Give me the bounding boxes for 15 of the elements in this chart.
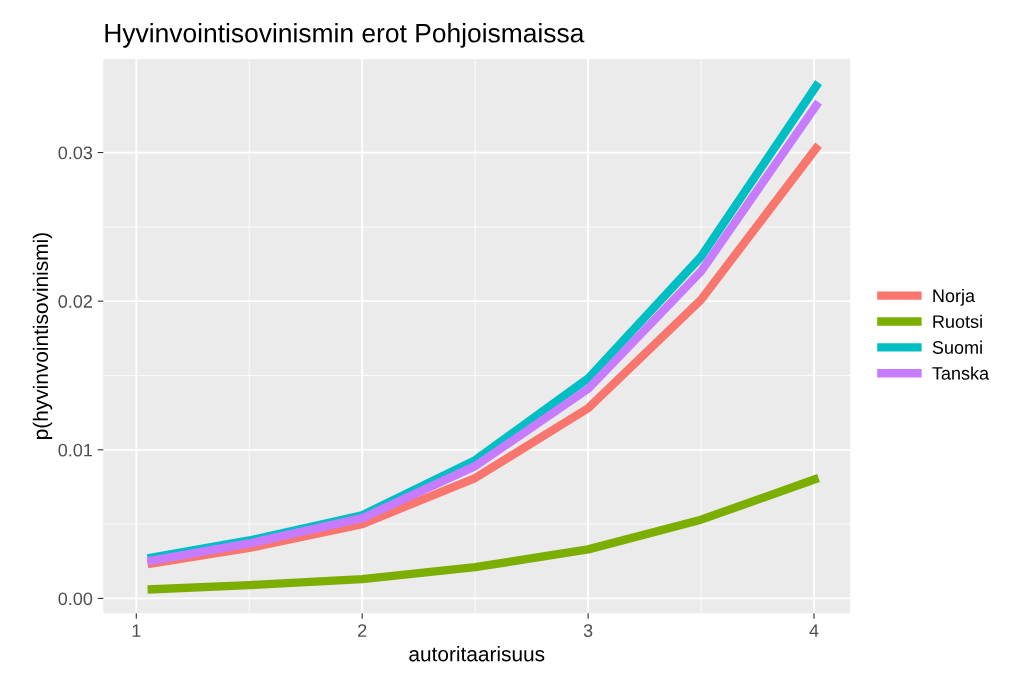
x-tick-label: 3: [583, 624, 593, 637]
x-tick-label: 2: [358, 624, 367, 637]
x-axis-title: autoritaarisuus: [409, 646, 545, 662]
y-axis-title: p(hyvinvointisovinismi): [32, 233, 53, 439]
y-tick-label: 0.01: [58, 443, 93, 457]
x-tick-label: 4: [809, 624, 819, 637]
legend-label: Norja: [933, 288, 976, 306]
legend-label: Ruotsi: [933, 314, 982, 329]
x-tick-label: 1: [132, 624, 141, 637]
y-tick-label: 0.02: [58, 295, 92, 308]
y-tick-label: 0.03: [58, 146, 93, 160]
legend-label: Suomi: [932, 340, 982, 354]
chart-title: Hyvinvointisovinismin erot Pohjoismaissa: [105, 23, 585, 48]
legend-label: Tanska: [932, 366, 990, 380]
y-tick-label: 0.00: [58, 592, 93, 606]
